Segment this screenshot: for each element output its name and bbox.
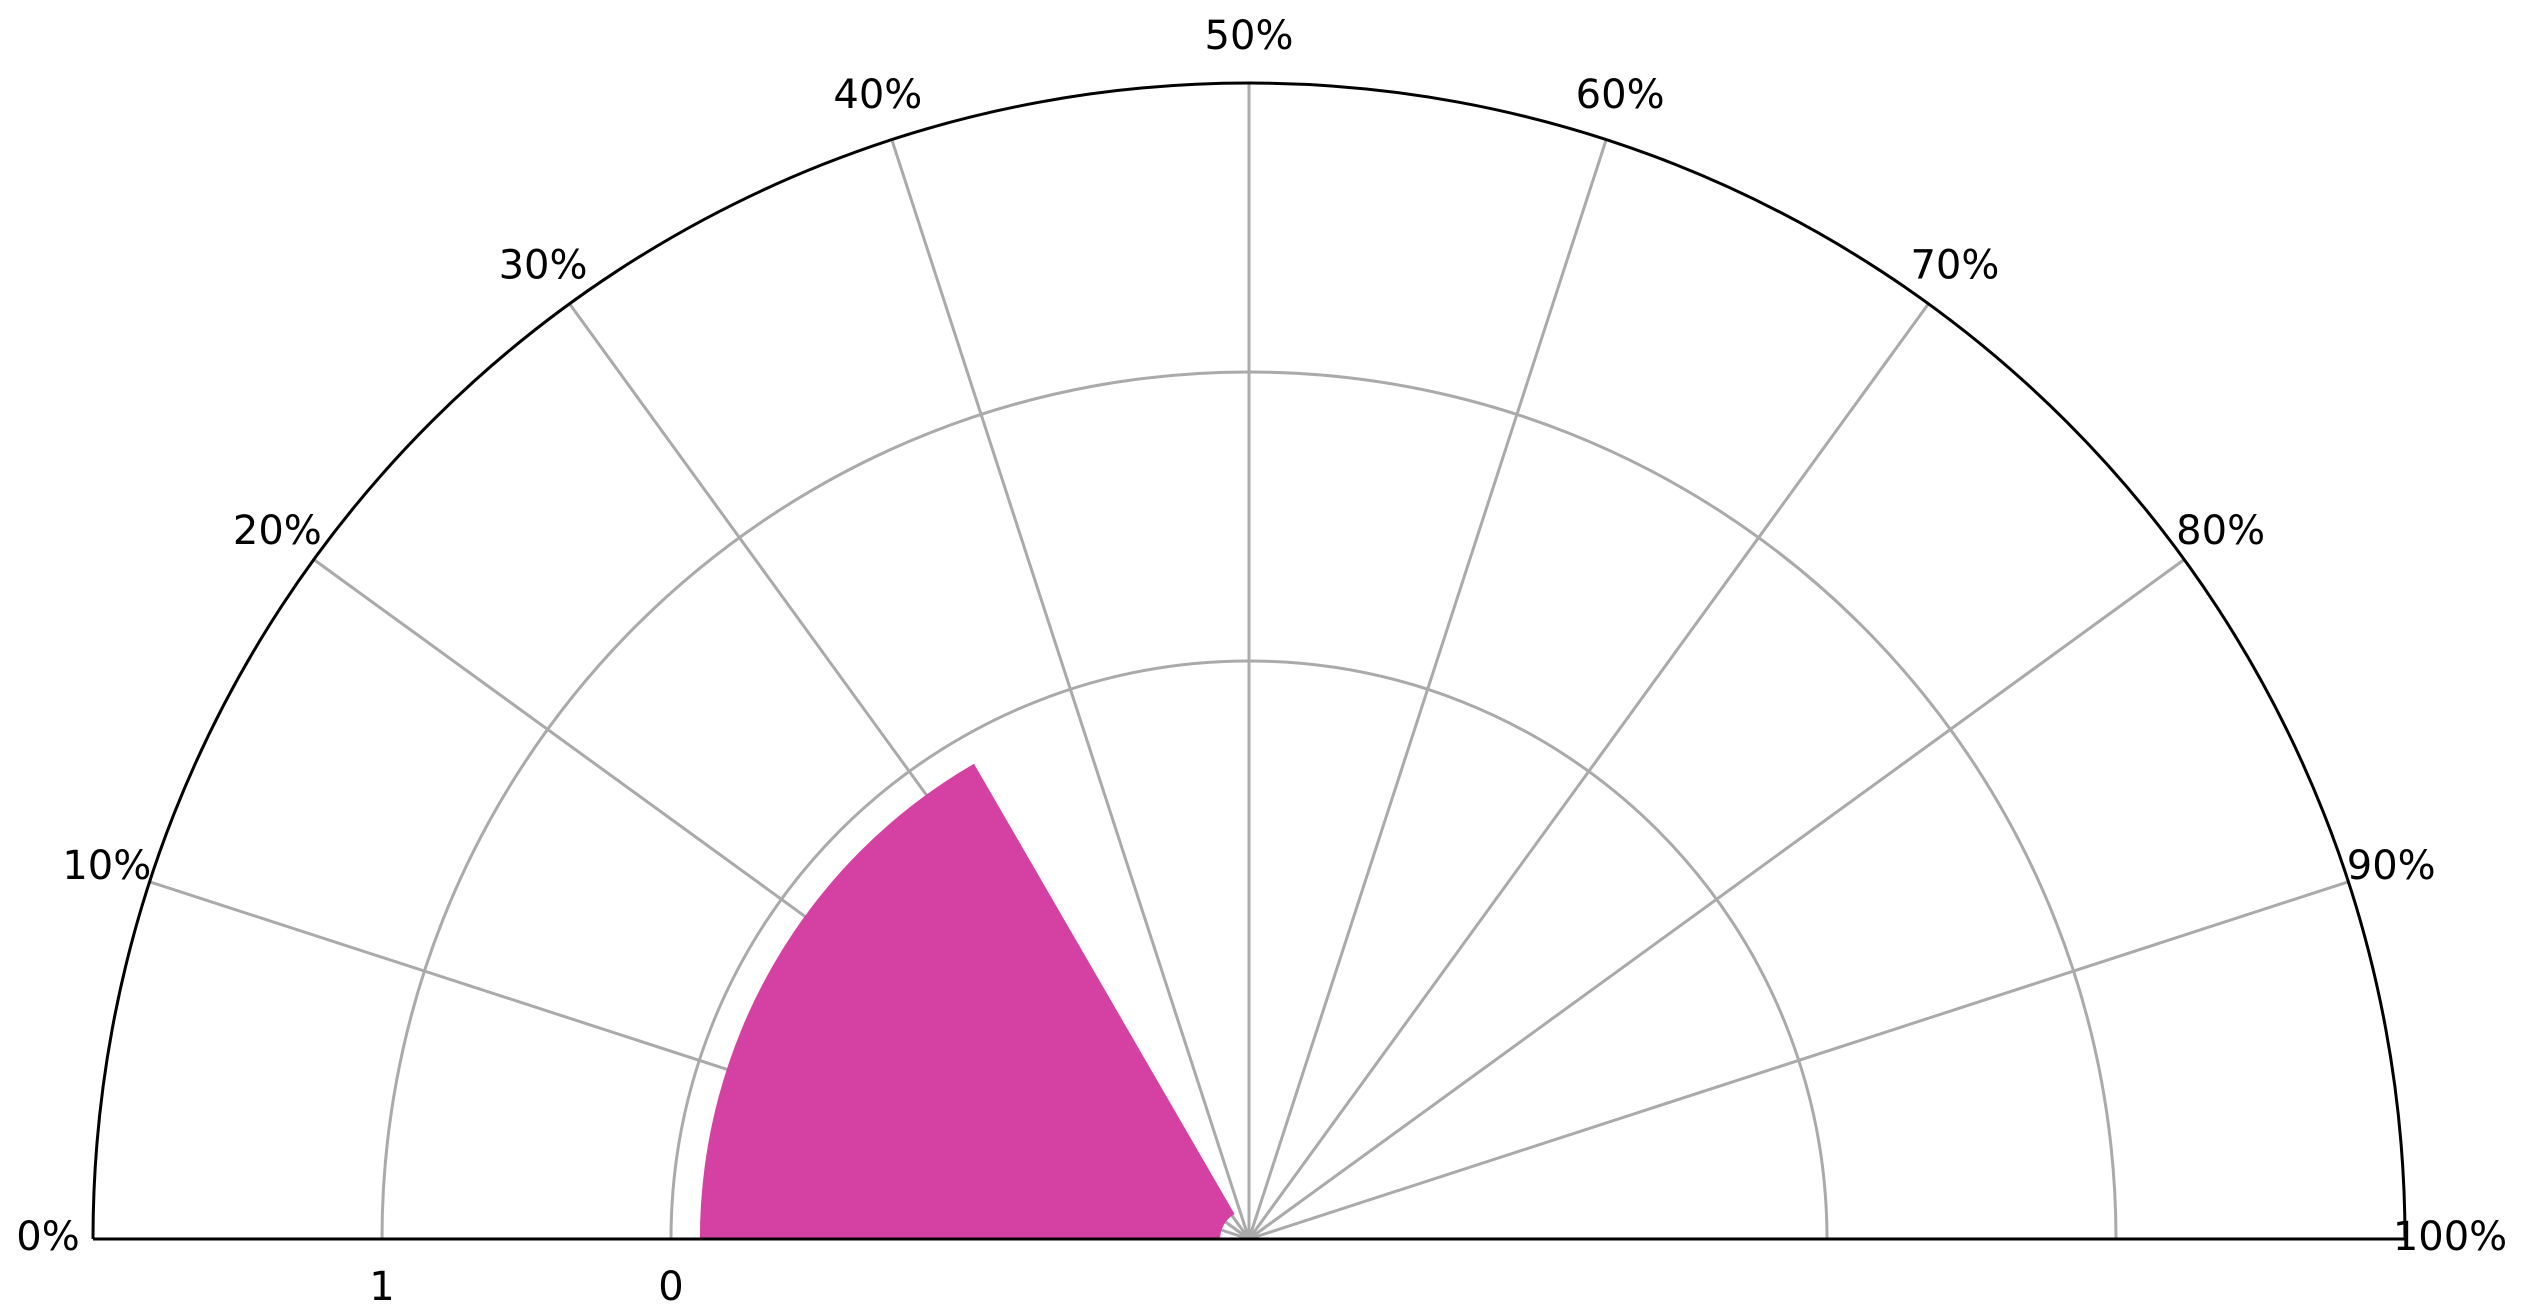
theta-tick-label: 30% <box>499 242 588 288</box>
theta-tick-label: 20% <box>233 508 322 554</box>
label-layer: 0% 10% 20% 30% 40% 50% 60% 70% 80% 90% 100% 0 1 <box>16 13 2507 1305</box>
theta-tick-label: 80% <box>2176 508 2265 554</box>
radial-tick-label: 1 <box>369 1264 394 1305</box>
radial-tick-label: 0 <box>658 1264 683 1305</box>
theta-tick-label: 50% <box>1205 13 1294 59</box>
outer-spine-arc <box>91 81 2407 1240</box>
grid-layer <box>93 83 2405 1241</box>
theta-tick-label: 100% <box>2393 1214 2507 1260</box>
theta-tick-label: 40% <box>833 72 922 118</box>
theta-tick-label: 0% <box>16 1214 79 1260</box>
bar-layer <box>699 763 1235 1239</box>
radial-gridline <box>380 370 2118 1240</box>
theta-tick-label: 70% <box>1910 242 1999 288</box>
radial-gridline <box>669 659 1829 1240</box>
spine-layer <box>91 81 2407 1241</box>
polar-bar <box>699 763 1235 1239</box>
theta-tick-label: 10% <box>62 843 151 889</box>
theta-tick-label: 60% <box>1576 72 1665 118</box>
theta-tick-label: 90% <box>2347 843 2436 889</box>
